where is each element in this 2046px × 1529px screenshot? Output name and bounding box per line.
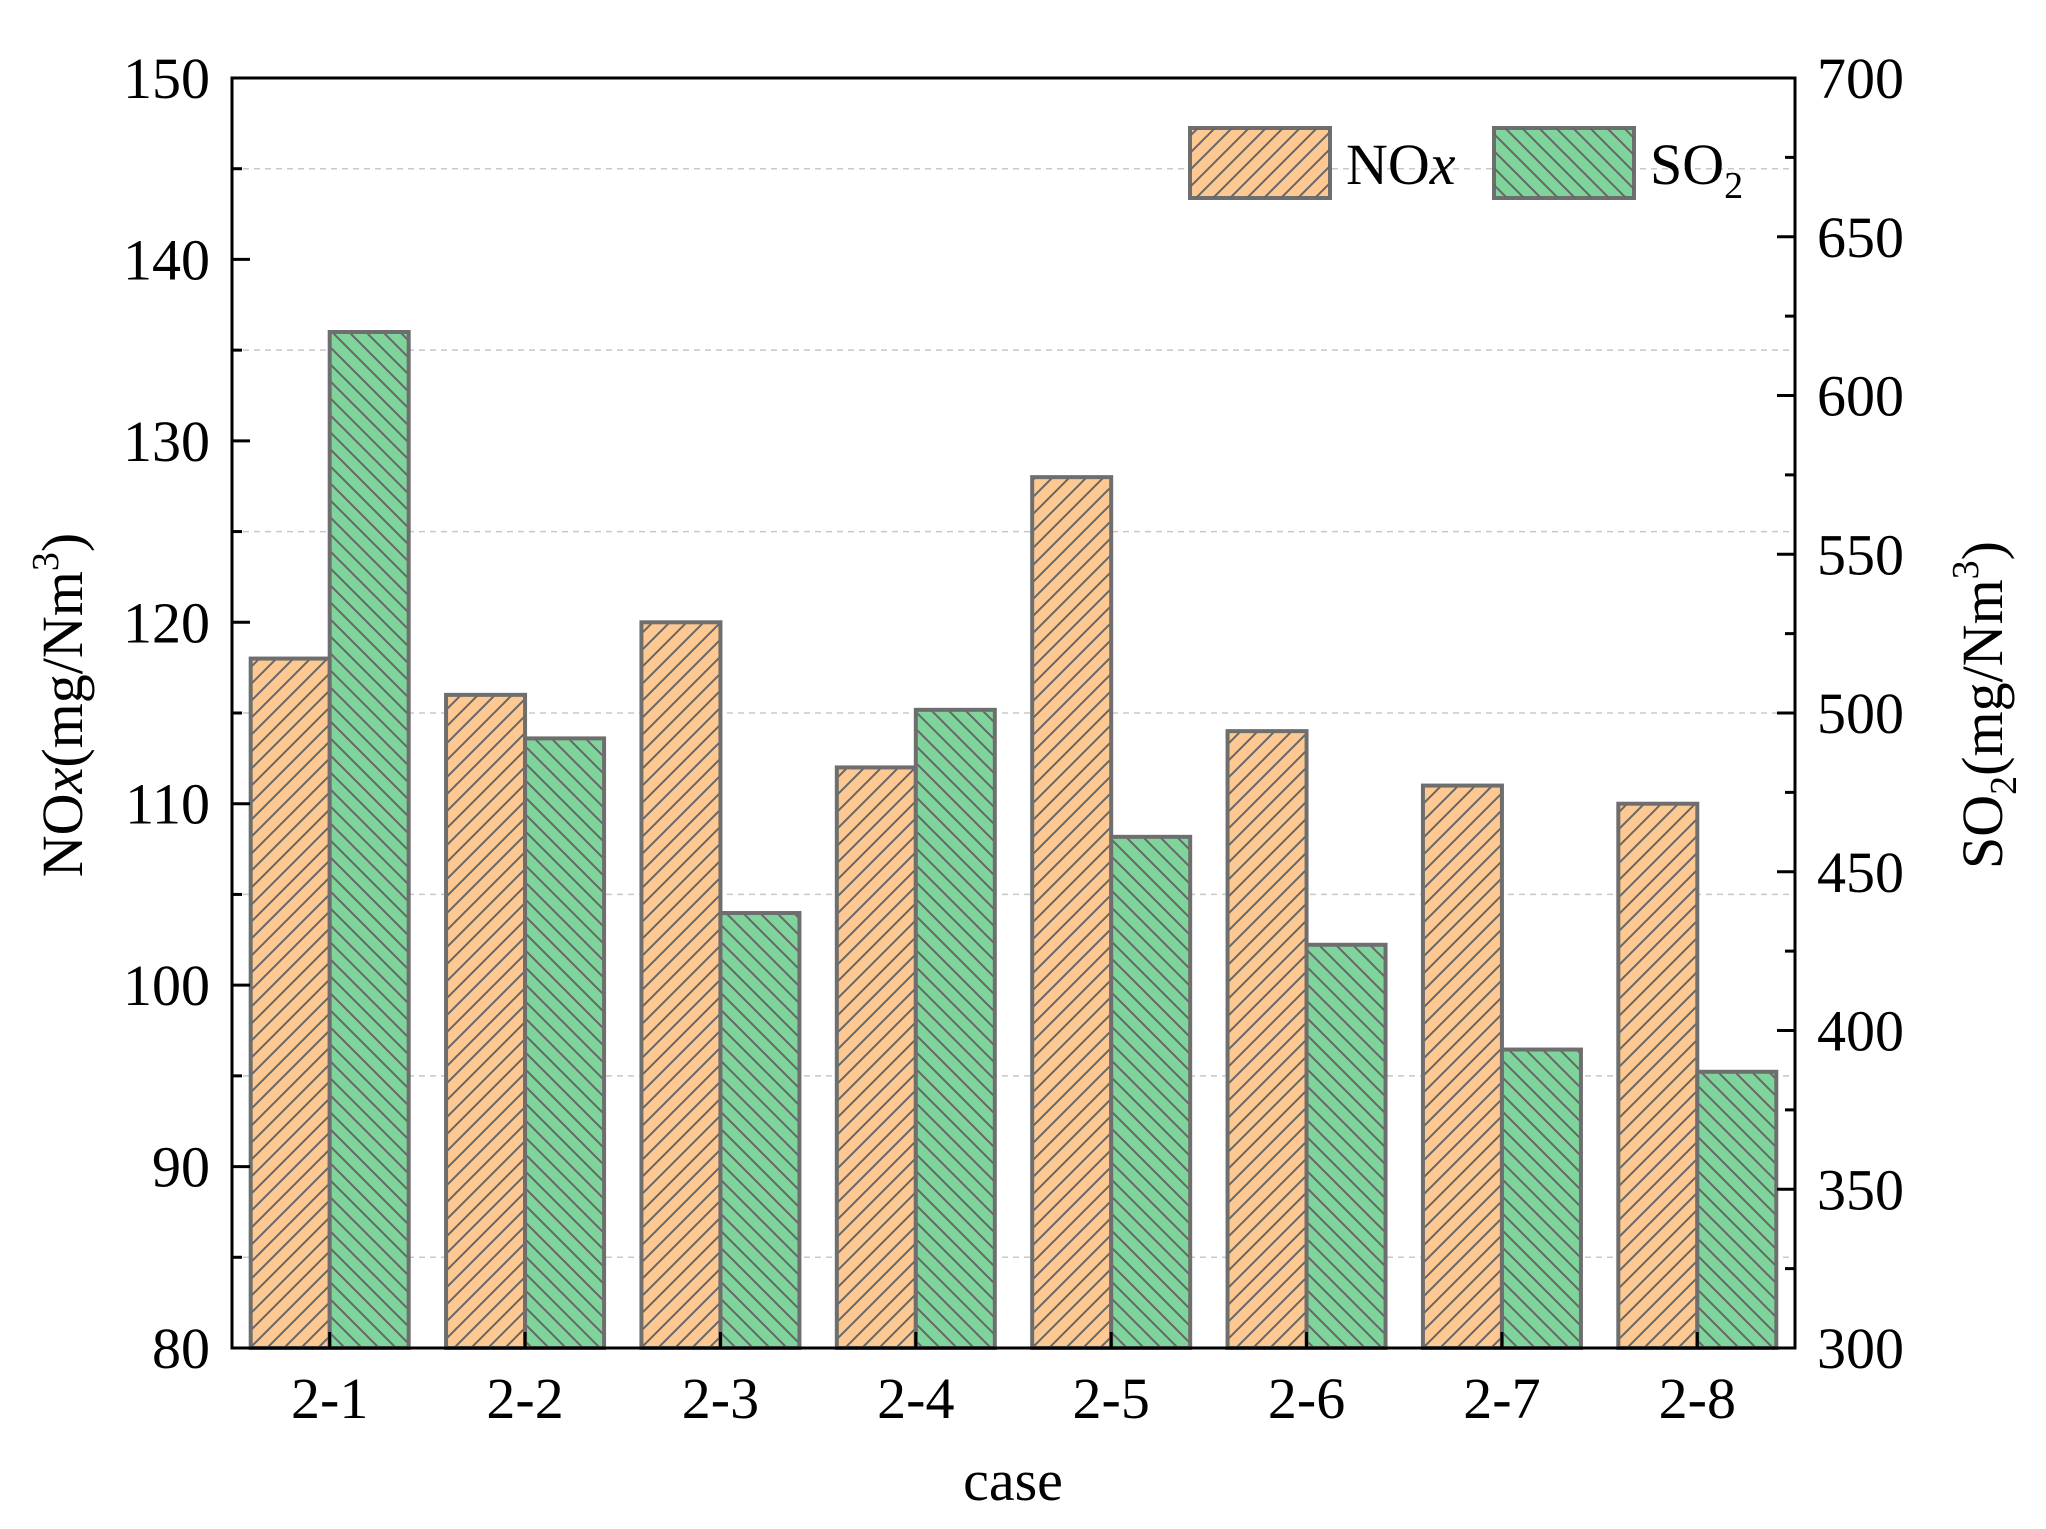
bar-hatch-nox-2-7 [1420, 783, 1504, 1350]
x-tick-label: 2-4 [877, 1366, 954, 1431]
x-tick-label: 2-2 [486, 1366, 563, 1431]
bar-hatch-so2-2-3 [718, 911, 802, 1351]
y-right-tick-label: 650 [1817, 205, 1904, 270]
legend-label-so2: SO2 [1650, 132, 1743, 207]
bar-hatch-so2-2-5 [1109, 834, 1193, 1350]
y-right-tick-label: 300 [1817, 1316, 1904, 1381]
bar-hatch-so2-2-2 [523, 736, 607, 1350]
bar-hatch-so2-2-8 [1695, 1069, 1779, 1351]
y-left-tick-label: 80 [152, 1316, 210, 1381]
bar-hatch-so2-2-6 [1304, 942, 1388, 1351]
y-right-tick-label: 600 [1817, 364, 1904, 429]
y-left-tick-label: 90 [152, 1135, 210, 1200]
x-tick-label: 2-8 [1659, 1366, 1736, 1431]
x-tick-label: 2-1 [291, 1366, 368, 1431]
y-left-tick-label: 140 [123, 227, 210, 292]
bar-hatch-nox-2-2 [444, 692, 528, 1350]
y-left-tick-label: 150 [123, 46, 210, 111]
x-tick-label: 2-7 [1463, 1366, 1540, 1431]
bar-hatch-nox-2-4 [834, 765, 918, 1350]
y-right-tick-label: 350 [1817, 1157, 1904, 1222]
y-right-tick-label: 400 [1817, 999, 1904, 1064]
y-right-tick-label: 550 [1817, 522, 1904, 587]
y-left-tick-label: 110 [125, 772, 210, 837]
x-axis-title: case [963, 1448, 1063, 1513]
legend-swatch-so2-hatch [1494, 128, 1634, 198]
y-axis-right-title: SO2(mg/Nm3) [1945, 541, 2025, 869]
bar-hatch-nox-2-3 [639, 620, 723, 1350]
legend: NOx SO2 [1188, 126, 1743, 207]
legend-swatch-nox-hatch [1190, 128, 1330, 198]
svg-text:NOx(mg/Nm3): NOx(mg/Nm3) [25, 533, 95, 877]
svg-text:SO2(mg/Nm3): SO2(mg/Nm3) [1945, 541, 2025, 869]
axes [230, 76, 1797, 1350]
legend-label-nox: NOx [1346, 132, 1456, 197]
bars [248, 330, 1779, 1351]
bar-hatch-nox-2-6 [1225, 729, 1309, 1350]
y-right-tick-label: 700 [1817, 46, 1904, 111]
bar-hatch-nox-2-5 [1030, 475, 1114, 1350]
bar-hatch-so2-2-7 [1499, 1047, 1583, 1351]
x-tick-label: 2-3 [682, 1366, 759, 1431]
bar-hatch-so2-2-1 [327, 330, 411, 1350]
y-right-tick-label: 450 [1817, 840, 1904, 905]
bar-hatch-nox-2-1 [248, 656, 332, 1350]
y-axis-left-title: NOx(mg/Nm3) [25, 533, 95, 877]
bar-hatch-so2-2-4 [913, 707, 997, 1350]
x-tick-label: 2-6 [1268, 1366, 1345, 1431]
tick-labels: 80 90 100 110 120 130 140 150 300 350 400 450 500 550… [123, 46, 1904, 1431]
y-left-tick-label: 120 [123, 590, 210, 655]
y-left-tick-label: 100 [123, 953, 210, 1018]
y-left-tick-label: 130 [123, 409, 210, 474]
bar-hatch-nox-2-8 [1616, 801, 1700, 1350]
x-tick-label: 2-5 [1073, 1366, 1150, 1431]
y-right-tick-label: 500 [1817, 681, 1904, 746]
